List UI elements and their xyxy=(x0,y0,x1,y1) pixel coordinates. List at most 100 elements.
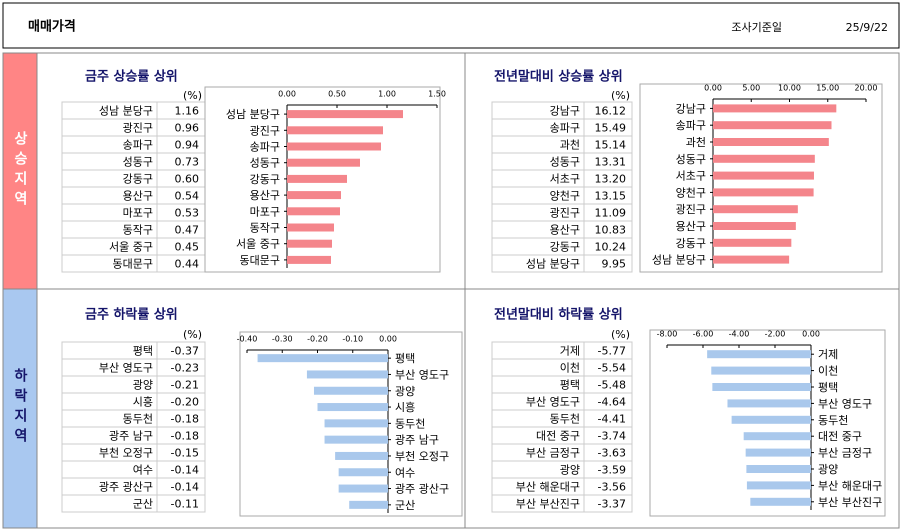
row-label: 용산구 xyxy=(550,224,580,237)
row-value: -3.37 xyxy=(598,498,626,511)
row-value: -0.20 xyxy=(171,396,199,409)
y-tick-label: 광양 xyxy=(395,385,415,398)
row-value: 0.73 xyxy=(175,156,200,169)
x-tick-label: 0.00 xyxy=(278,90,296,99)
row-label: 광진구 xyxy=(123,122,153,135)
bar xyxy=(287,223,334,232)
row-label: 성동구 xyxy=(550,156,580,169)
y-tick-label: 양천구 xyxy=(676,185,706,199)
bar xyxy=(287,158,360,167)
y-tick-label: 동작구 xyxy=(250,222,280,235)
row-value: 9.95 xyxy=(602,258,627,271)
row-value: -0.21 xyxy=(171,379,199,392)
bar xyxy=(713,171,814,180)
y-tick-label: 강동구 xyxy=(250,173,280,186)
row-value: 15.49 xyxy=(595,122,627,135)
y-tick-label: 부천 오정구 xyxy=(395,449,449,463)
bar xyxy=(713,154,815,163)
row-value: 0.47 xyxy=(175,224,200,237)
row-value: 13.20 xyxy=(595,173,627,186)
x-tick-label: -0.20 xyxy=(307,335,328,344)
row-value: 11.09 xyxy=(595,207,627,220)
bar xyxy=(287,110,403,119)
bar xyxy=(743,432,811,441)
row-value: -0.15 xyxy=(171,447,199,460)
row-label: 광양 xyxy=(560,464,580,477)
row-label: 대전 중구 xyxy=(536,430,580,443)
row-value: -0.18 xyxy=(171,430,199,443)
x-tick-label: 5.00 xyxy=(742,84,760,93)
row-label: 서초구 xyxy=(550,173,580,186)
y-tick-label: 서초구 xyxy=(676,170,706,183)
y-tick-label: 강동구 xyxy=(676,237,706,250)
x-tick-label: 0.00 xyxy=(704,84,722,93)
y-tick-label: 강남구 xyxy=(676,102,706,115)
row-label: 평택 xyxy=(560,379,580,392)
row-value: -3.56 xyxy=(598,481,626,494)
row-label: 동두천 xyxy=(123,412,153,426)
y-tick-label: 평택 xyxy=(395,352,415,365)
row-label: 강동구 xyxy=(550,241,580,254)
row-value: 0.45 xyxy=(175,241,200,254)
x-tick-label: -8.00 xyxy=(657,330,678,339)
row-label: 송파구 xyxy=(550,122,580,135)
x-tick-label: -2.00 xyxy=(765,330,786,339)
row-value: -0.11 xyxy=(171,498,199,511)
row-value: 13.31 xyxy=(595,156,627,169)
table-cell xyxy=(583,494,633,513)
panel-title: 금주 하락률 상위 xyxy=(85,307,178,323)
y-tick-label: 동두천 xyxy=(395,416,425,430)
row-label: 광주 남구 xyxy=(109,430,153,443)
bar xyxy=(707,350,811,359)
y-tick-label: 광진구 xyxy=(250,124,280,137)
bar xyxy=(731,415,811,424)
bar xyxy=(745,448,811,457)
section-label: 상승지역 xyxy=(12,131,28,211)
y-tick-label: 거제 xyxy=(818,348,838,361)
row-value: 13.15 xyxy=(595,190,627,203)
row-label: 송파구 xyxy=(123,139,153,152)
section-label: 하락지역 xyxy=(12,367,28,448)
y-tick-label: 과천 xyxy=(686,135,706,149)
row-value: -3.59 xyxy=(598,464,626,477)
row-label: 마포구 xyxy=(123,207,153,220)
table-cell xyxy=(156,494,206,513)
row-label: 양천구 xyxy=(550,189,580,203)
row-value: 10.24 xyxy=(595,241,627,254)
row-value: -0.23 xyxy=(171,362,199,375)
bar xyxy=(713,188,814,197)
row-label: 성남 분당구 xyxy=(526,258,580,271)
row-value: -5.48 xyxy=(598,379,626,392)
bar xyxy=(287,207,340,216)
y-tick-label: 부산 해운대구 xyxy=(818,478,882,492)
row-label: 부산 금정구 xyxy=(526,447,580,460)
bar xyxy=(324,435,388,444)
header-title: 매매가격 xyxy=(28,20,76,35)
x-tick-label: -6.00 xyxy=(693,330,714,339)
x-tick-label: 0.00 xyxy=(379,335,397,344)
row-value: -3.63 xyxy=(598,447,626,460)
bar xyxy=(713,255,790,264)
unit-label: (%) xyxy=(183,89,202,102)
row-label: 부산 해운대구 xyxy=(516,480,580,494)
y-tick-label: 부산 부산진구 xyxy=(818,496,882,509)
bar xyxy=(317,403,388,412)
bar xyxy=(713,238,792,247)
row-label: 거제 xyxy=(560,345,580,358)
bar xyxy=(713,222,796,230)
row-value: -4.64 xyxy=(598,396,626,409)
row-label: 시흥 xyxy=(133,395,153,409)
section-band xyxy=(3,53,37,289)
y-tick-label: 성남 분당구 xyxy=(226,108,280,121)
row-value: -0.14 xyxy=(171,481,199,494)
y-tick-label: 동대문구 xyxy=(240,254,280,267)
bar xyxy=(324,419,388,428)
y-tick-label: 성동구 xyxy=(250,157,280,170)
x-tick-label: -0.40 xyxy=(237,335,258,344)
bar xyxy=(306,370,388,379)
x-tick-label: 0.00 xyxy=(802,330,820,339)
date: 25/9/22 xyxy=(846,21,888,34)
y-tick-label: 시흥 xyxy=(395,400,415,414)
x-tick-label: 10.00 xyxy=(778,84,801,93)
